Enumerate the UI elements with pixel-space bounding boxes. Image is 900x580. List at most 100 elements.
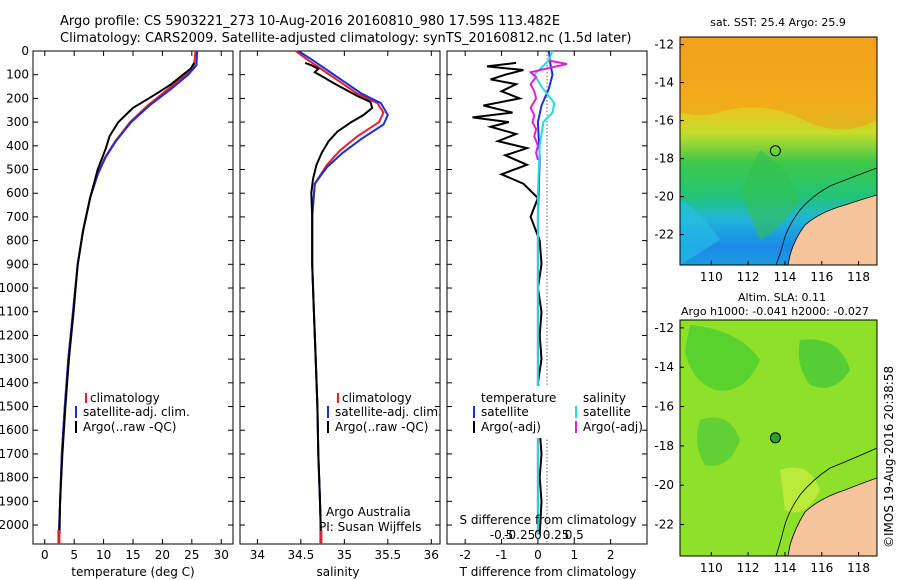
y-tick-label: 100: [6, 68, 29, 82]
sst-land: [788, 195, 877, 265]
map-y-tick-label: -18: [654, 439, 674, 453]
x-tick-label: 25: [184, 548, 199, 562]
map-x-tick-label: 116: [810, 561, 833, 575]
y-tick-label: 600: [6, 186, 29, 200]
legend-label-satellite: satellite-adj. clim.: [335, 405, 442, 419]
x-tick-label: 30: [214, 548, 229, 562]
series-line-salinity-argo-adj: [528, 59, 568, 161]
y-tick-label: 0: [21, 44, 29, 58]
argo-float-marker: [769, 432, 781, 444]
map-x-tick-label: 114: [773, 270, 796, 284]
map-y-tick-label: -14: [654, 360, 674, 374]
s-diff-tick-label: 0: [534, 528, 542, 542]
series-line-argo-raw-qc: [58, 62, 196, 535]
map-x-tick-label: 118: [847, 270, 870, 284]
header-line-2: Climatology: CARS2009. Satellite-adjuste…: [60, 31, 632, 46]
map-y-tick-label: -14: [654, 76, 674, 90]
x-tick-label: 0: [41, 548, 49, 562]
map-y-tick-label: -16: [654, 114, 674, 128]
x-tick-label: 0: [534, 548, 542, 562]
legend-title-salinity: salinity: [583, 391, 626, 405]
sst-cyan-patch: [680, 200, 720, 265]
difference-profile-panel: -2 -1 0 1 2 temperature salinity satellite A…: [446, 50, 648, 579]
x-tick-label: 34.5: [288, 548, 315, 562]
s-diff-tick-label: -0.25: [504, 528, 535, 542]
temperature-plot-frame: [32, 50, 234, 545]
x-tick-label: 1: [570, 548, 578, 562]
temperature-profile-panel: 0 5 10 15 20 25 300100200300400500600700800900…: [0, 44, 234, 579]
map-y-tick-label: -16: [654, 400, 674, 414]
x-tick-label: -1: [496, 548, 508, 562]
map-x-tick-label: 112: [737, 561, 760, 575]
y-tick-label: 1900: [0, 494, 29, 508]
x-tick-label: -2: [459, 548, 471, 562]
salinity-plot-frame: [239, 50, 441, 545]
legend-label-salinity-argo: Argo(-adj): [583, 420, 643, 434]
sla-high-patch: [685, 325, 760, 391]
y-tick-label: 1100: [0, 305, 29, 319]
t-difference-label: T difference from climatology: [459, 565, 637, 579]
temperature-x-label: temperature (deg C): [71, 565, 194, 579]
sst-green-tongue: [740, 150, 800, 240]
x-tick-label: 34: [250, 548, 265, 562]
temperature-legend: climatology satellite-adj. clim. Argo(..…: [75, 391, 190, 434]
legend-label-climatology: climatology: [90, 391, 160, 405]
map-y-tick-label: -22: [654, 518, 674, 532]
legend-label-climatology: climatology: [342, 391, 412, 405]
difference-legend: temperature salinity satellite Argo(-adj…: [460, 386, 643, 438]
legend-label-satellite: satellite-adj. clim.: [83, 405, 190, 419]
legend-background: [460, 386, 640, 438]
header-line-1: Argo profile: CS 5903221_273 10-Aug-2016…: [60, 14, 560, 29]
s-diff-tick-label: 0.25: [543, 528, 570, 542]
x-tick-label: 20: [155, 548, 170, 562]
y-tick-label: 900: [6, 257, 29, 271]
x-tick-label: 35: [337, 548, 352, 562]
y-tick-label: 1200: [0, 328, 29, 342]
x-tick-label: 35.5: [374, 548, 401, 562]
salinity-profile-panel: 34 34.5 35 35.5 36 climatology satellite-adj…: [239, 50, 442, 579]
sla-map-panel: Altim. SLA: 0.11 Argo h1000: -0.041 h200…: [654, 291, 878, 575]
map-x-tick-label: 114: [773, 561, 796, 575]
s-diff-tick-label: -0.5: [490, 528, 513, 542]
map-x-tick-label: 112: [737, 270, 760, 284]
series-line-salinity-satellite: [533, 50, 556, 535]
sla-map-title-2: Argo h1000: -0.041 h2000: -0.027: [681, 305, 869, 318]
y-tick-label: 1000: [0, 281, 29, 295]
sst-map-panel: sat. SST: 25.4 Argo: 25.9 110 112 114 116 11…: [654, 16, 878, 284]
series-line-argo-raw-qc: [304, 61, 374, 535]
salinity-x-label: salinity: [316, 565, 359, 579]
map-y-tick-label: -12: [654, 38, 674, 52]
y-tick-label: 700: [6, 210, 29, 224]
y-tick-label: 1500: [0, 400, 29, 414]
x-tick-label: 15: [125, 548, 140, 562]
sla-coastline: [787, 477, 877, 556]
x-tick-label: 2: [607, 548, 615, 562]
pi-label: PI: Susan Wijffels: [319, 520, 421, 534]
map-y-tick-label: -20: [654, 478, 674, 492]
legend-label-temperature-argo: Argo(-adj): [481, 420, 541, 434]
y-tick-label: 1700: [0, 447, 29, 461]
sla-map-title-1: Altim. SLA: 0.11: [738, 291, 826, 304]
legend-title-temperature: temperature: [481, 391, 556, 405]
imos-credit: ©IMOS 19-Aug-2016 20:38:58: [882, 366, 896, 548]
y-tick-label: 300: [6, 115, 29, 129]
y-tick-label: 500: [6, 163, 29, 177]
s-diff-tick-label: 0.5: [565, 528, 584, 542]
salinity-legend: climatology satellite-adj. clim. Argo(..…: [327, 391, 442, 434]
map-x-tick-label: 116: [810, 270, 833, 284]
y-tick-label: 1400: [0, 376, 29, 390]
legend-label-argo: Argo(..raw -QC): [335, 420, 428, 434]
legend-label-argo: Argo(..raw -QC): [83, 420, 176, 434]
sla-high-patch: [798, 339, 850, 388]
map-x-tick-label: 110: [700, 561, 723, 575]
y-tick-label: 1800: [0, 471, 29, 485]
sst-map-title: sat. SST: 25.4 Argo: 25.9: [710, 16, 846, 29]
sst-map-frame: [679, 36, 878, 266]
map-x-tick-label: 110: [700, 270, 723, 284]
map-y-tick-label: -12: [654, 321, 674, 335]
y-tick-label: 2000: [0, 518, 29, 532]
sla-land: [788, 478, 877, 556]
sst-warm-patch: [680, 37, 877, 130]
y-tick-label: 800: [6, 234, 29, 248]
map-y-tick-label: -22: [654, 228, 674, 242]
